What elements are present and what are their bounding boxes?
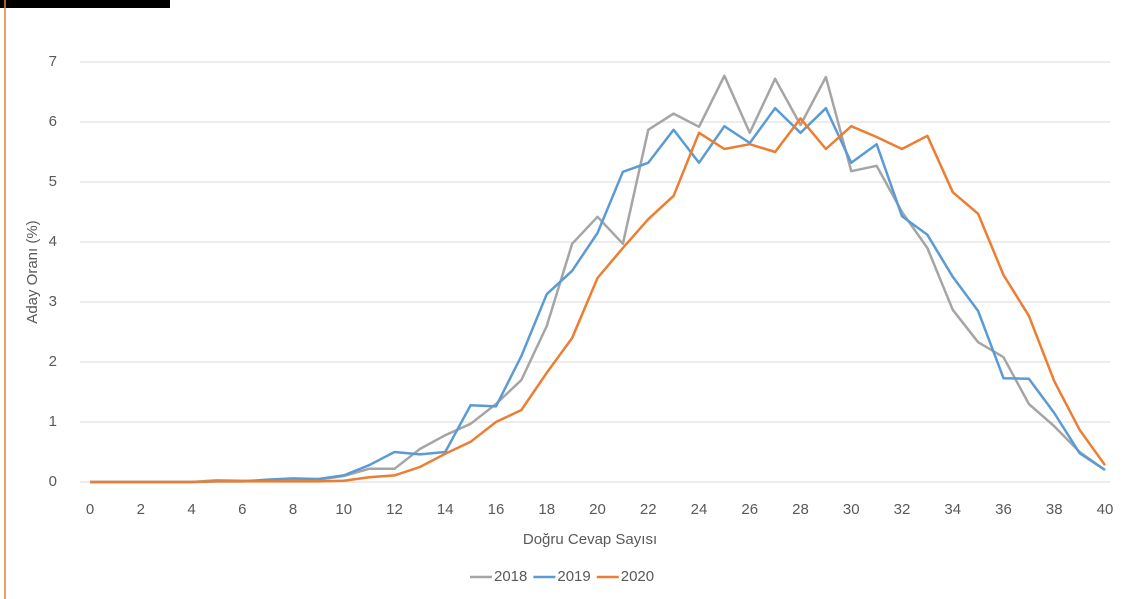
x-tick-label: 40: [1097, 501, 1114, 518]
y-tick-label: 4: [49, 233, 57, 250]
x-tick-label: 0: [86, 501, 94, 518]
y-tick-label: 1: [49, 413, 57, 430]
x-tick-label: 14: [437, 501, 454, 518]
y-tick-label: 3: [49, 293, 57, 310]
x-tick-label: 20: [589, 501, 606, 518]
x-tick-label: 6: [238, 501, 246, 518]
y-tick-label: 7: [49, 53, 57, 70]
y-tick-label: 0: [49, 473, 57, 490]
x-tick-label: 22: [640, 501, 657, 518]
y-tick-label: 2: [49, 353, 57, 370]
series-line: [90, 117, 1107, 484]
x-tick-label: 4: [187, 501, 195, 518]
legend-label: 2019: [557, 568, 590, 585]
x-tick-label: 8: [289, 501, 297, 518]
x-tick-label: 26: [741, 501, 758, 518]
series-line: [90, 106, 1106, 484]
x-tick-label: 38: [1046, 501, 1063, 518]
x-tick-label: 16: [488, 501, 505, 518]
x-tick-label: 18: [538, 501, 555, 518]
x-tick-label: 12: [386, 501, 403, 518]
x-tick-label: 28: [792, 501, 809, 518]
x-tick-label: 2: [137, 501, 145, 518]
x-tick-label: 34: [944, 501, 961, 518]
x-tick-label: 32: [894, 501, 911, 518]
x-tick-label: 30: [843, 501, 860, 518]
y-tick-label: 6: [49, 113, 57, 130]
y-axis-label: Aday Oranı (%): [24, 220, 41, 323]
legend-label: 2020: [621, 568, 654, 585]
x-axis-label: Doğru Cevap Sayısı: [523, 531, 657, 548]
y-tick-label: 5: [49, 173, 57, 190]
legend-label: 2018: [494, 568, 527, 585]
x-tick-label: 24: [691, 501, 708, 518]
x-tick-label: 10: [335, 501, 352, 518]
header-bar: [0, 0, 170, 8]
x-tick-label: 36: [995, 501, 1012, 518]
